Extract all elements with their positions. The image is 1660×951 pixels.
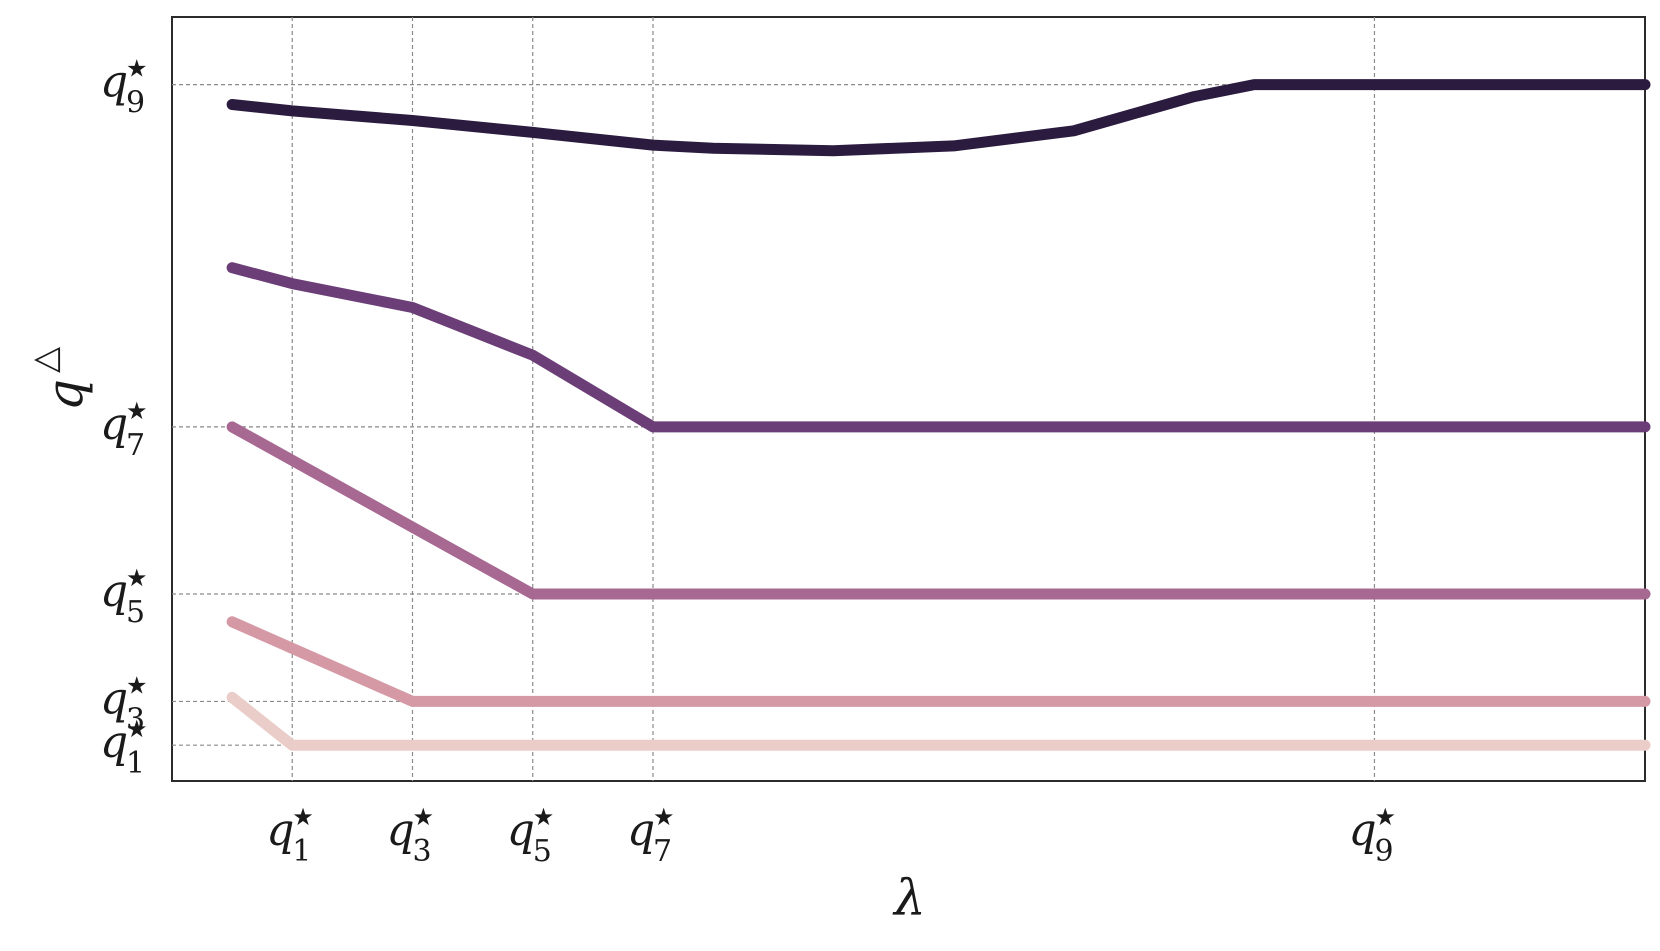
y-tick-label-1-sub: 1 [126, 746, 145, 781]
x-tick-label-5-base: q [507, 805, 535, 856]
y-tick-label-9-star: ★ [126, 55, 148, 83]
grid [172, 17, 1645, 781]
y-tick-label-9-sub: 9 [126, 86, 145, 121]
y-tick-label-7-sub: 7 [126, 428, 145, 463]
y-tick-label-9: q★ 9 [100, 55, 148, 121]
x-tick-label-7: q★ 7 [627, 803, 675, 869]
plot-frame [171, 16, 1646, 782]
x-tick-label-9-sub: 9 [1374, 834, 1393, 869]
x-tick-label-7-star: ★ [653, 803, 675, 831]
y-tick-label-3-star: ★ [126, 671, 148, 699]
x-tick-label-1-star: ★ [292, 803, 314, 831]
y-tick-label-5-base: q [100, 566, 128, 617]
x-tick-label-9-base: q [1348, 805, 1376, 856]
x-axis-label: λ [892, 869, 926, 927]
y-tick-label-5-star: ★ [126, 564, 148, 592]
y-tick-label-1: q★ 1 [100, 715, 148, 781]
x-tick-label-3-star: ★ [412, 803, 434, 831]
x-tick-label-1: q★ 1 [266, 803, 314, 869]
y-tick-label-7-star: ★ [126, 397, 148, 425]
y-axis-label-base: q [36, 379, 94, 411]
x-tick-label-9: q★ 9 [1348, 803, 1396, 869]
y-tick-label-3-base: q [100, 673, 128, 724]
y-tick-label-3-sub: 3 [126, 702, 145, 737]
y-tick-label-1-star: ★ [126, 715, 148, 743]
x-tick-label-5-sub: 5 [533, 834, 552, 869]
x-tick-labels: q★1 q★3 q★5 q★7 q★9 [266, 803, 1396, 869]
x-tick-label-3-base: q [386, 805, 414, 856]
series-line-2 [226, 616, 1651, 707]
x-tick-label-3-sub: 3 [412, 834, 431, 869]
series-layer [226, 79, 1651, 751]
x-tick-label-1-base: q [266, 805, 294, 856]
x-tick-label-7-base: q [627, 805, 655, 856]
x-tick-label-9-star: ★ [1374, 803, 1396, 831]
y-axis-label-sup: △ [25, 346, 65, 373]
y-tick-label-5-sub: 5 [126, 595, 145, 630]
y-tick-label-1-base: q [100, 717, 128, 768]
y-tick-label-7: q★ 7 [100, 397, 148, 463]
series-line-4 [226, 262, 1651, 433]
x-tick-label-1-sub: 1 [292, 834, 311, 869]
series-line-3 [226, 421, 1651, 600]
y-tick-labels: q★1q★3q★5q★7q★9 [100, 55, 148, 782]
y-axis-label: q △ [25, 346, 94, 411]
series-line-1 [226, 691, 1651, 751]
y-tick-label-7-base: q [100, 399, 128, 450]
y-tick-label-9-base: q [100, 57, 128, 108]
y-tick-label-5: q★ 5 [100, 564, 148, 630]
x-tick-label-5-star: ★ [533, 803, 555, 831]
x-tick-label-3: q★ 3 [386, 803, 434, 869]
x-tick-label-7-sub: 7 [653, 834, 672, 869]
series-line-5 [226, 79, 1651, 157]
x-tick-label-5: q★ 5 [507, 803, 555, 869]
y-tick-label-3: q★ 3 [100, 671, 148, 737]
